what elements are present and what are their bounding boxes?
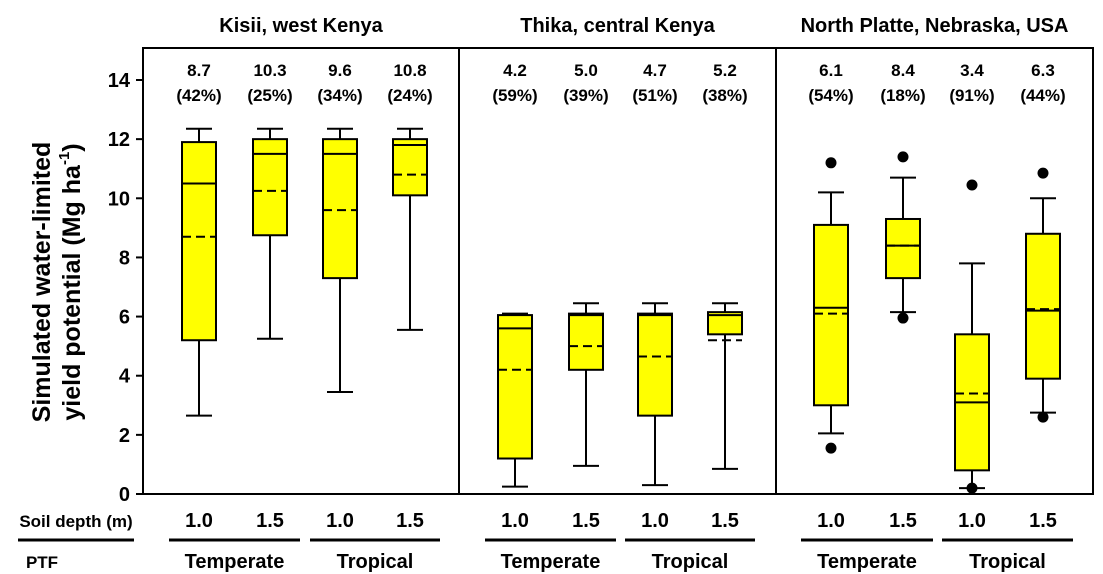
panel-title: North Platte, Nebraska, USA [801,15,1069,37]
mean-label: 9.6 [328,61,352,80]
soil-depth-label: 1.5 [396,510,424,532]
y-axis-title-main: yield potential (Mg ha [58,164,86,421]
y-tick-label: 12 [108,129,130,151]
box [637,312,673,417]
box [252,138,288,237]
ptf-row-label: PTF [26,553,58,572]
soil-depth-label: 1.5 [889,510,917,532]
ptf-group-label: Temperate [817,551,917,573]
ptf-group-label: Tropical [652,551,729,573]
soil-depth-label: 1.0 [501,510,529,532]
mean-label: 4.7 [643,61,667,80]
outlier-point [966,179,978,191]
mean-label: 8.4 [891,61,915,80]
soil-depth-label: 1.0 [326,510,354,532]
mean-label: 10.3 [253,61,286,80]
y-tick-label: 10 [108,188,130,210]
y-axis-title-line2: yield potential (Mg ha-1) [56,143,86,420]
soil-depth-label: 1.5 [711,510,739,532]
box [707,311,743,336]
cv-label: (91%) [949,86,994,105]
mean-label: 8.7 [187,61,211,80]
y-tick-label: 4 [119,366,131,388]
box [497,314,533,460]
box [322,138,358,280]
cv-label: (54%) [808,86,853,105]
soil-depth-label: 1.0 [817,510,845,532]
cv-label: (39%) [563,86,608,105]
box [813,223,849,407]
y-tick-label: 0 [119,484,130,506]
soil-depth-label: 1.5 [572,510,600,532]
cv-label: (44%) [1020,86,1065,105]
soil-depth-label: 1.5 [1029,510,1057,532]
ptf-group-label: Tropical [969,551,1046,573]
mean-label: 5.0 [574,61,598,80]
box [1025,232,1061,380]
outlier-point [897,151,909,163]
cv-label: (59%) [492,86,537,105]
box [181,141,217,342]
soil-depth-row-label: Soil depth (m) [19,512,132,531]
mean-label: 4.2 [503,61,527,80]
ptf-group-label: Temperate [185,551,285,573]
y-axis-title-sup: -1 [56,152,73,165]
soil-depth-label: 1.0 [641,510,669,532]
y-tick-label: 14 [108,70,131,92]
mean-label: 6.3 [1031,61,1055,80]
ptf-group-label: Temperate [501,551,601,573]
y-tick-label: 8 [119,247,130,269]
outlier-point [825,157,837,169]
outlier-point [1037,411,1049,423]
y-axis-title-close: ) [58,143,86,151]
box [885,217,921,280]
cv-label: (25%) [247,86,292,105]
outlier-point [1037,167,1049,179]
plot-frame [142,47,1094,495]
cv-label: (18%) [880,86,925,105]
cv-label: (38%) [702,86,747,105]
soil-depth-label: 1.5 [256,510,284,532]
outlier-point [966,482,978,494]
cv-label: (34%) [317,86,362,105]
outlier-point [825,442,837,454]
box [568,312,604,371]
cv-label: (51%) [632,86,677,105]
ptf-group-label: Tropical [337,551,414,573]
y-tick-label: 6 [119,307,130,329]
y-axis-title-line1: Simulated water-limited [28,142,56,423]
soil-depth-label: 1.0 [185,510,213,532]
soil-depth-label: 1.0 [958,510,986,532]
panel-title: Kisii, west Kenya [219,15,383,37]
cv-label: (24%) [387,86,432,105]
box [392,138,428,197]
y-tick-label: 2 [119,425,130,447]
panel-title: Thika, central Kenya [520,15,715,37]
mean-label: 3.4 [960,61,984,80]
mean-label: 10.8 [393,61,426,80]
mean-label: 5.2 [713,61,737,80]
cv-label: (42%) [176,86,221,105]
plot-area: 0 2 4 6 8 10 12 14 Kisii, west Kenya 8.7 (42%) 1.0 1… [108,15,1094,573]
outlier-point [897,312,909,324]
mean-label: 6.1 [819,61,843,80]
